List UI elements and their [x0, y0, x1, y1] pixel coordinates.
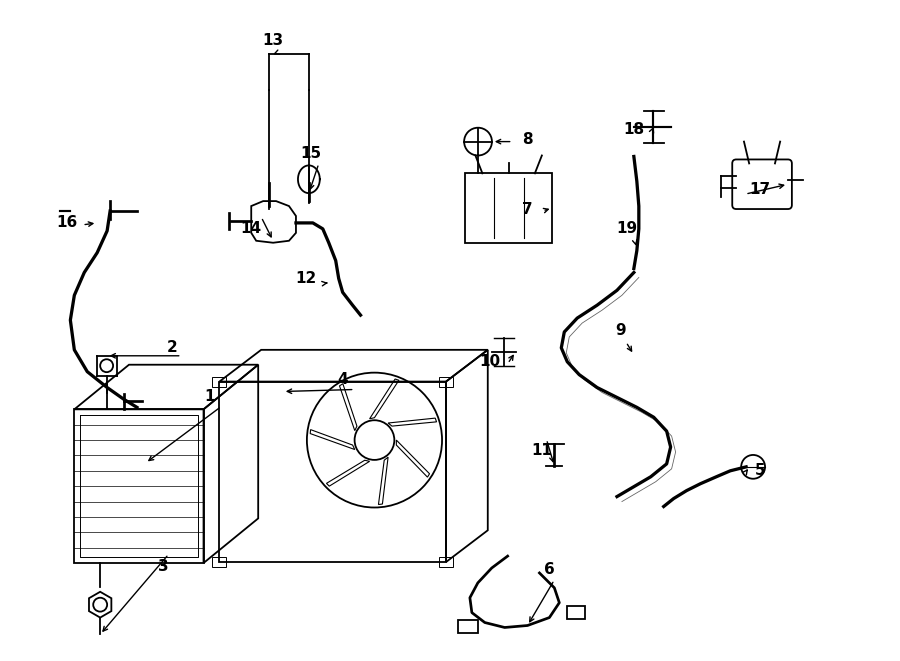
Text: 6: 6: [544, 563, 554, 578]
Bar: [458, 619, 478, 633]
Text: 19: 19: [616, 221, 637, 237]
Text: 4: 4: [338, 372, 348, 387]
Text: 1: 1: [204, 389, 215, 404]
Bar: [212, 377, 227, 387]
Text: 12: 12: [295, 271, 317, 286]
Text: 18: 18: [624, 122, 644, 137]
Text: 3: 3: [158, 559, 169, 574]
Text: 2: 2: [166, 340, 177, 356]
Bar: [439, 377, 453, 387]
Bar: [567, 605, 585, 619]
Text: 17: 17: [750, 182, 770, 197]
Text: 10: 10: [479, 354, 500, 369]
Text: 14: 14: [240, 221, 262, 237]
Text: 15: 15: [301, 146, 321, 161]
Text: 5: 5: [755, 463, 765, 479]
Text: 11: 11: [531, 444, 552, 459]
Bar: [212, 557, 227, 567]
Text: 7: 7: [522, 202, 533, 217]
Bar: [439, 557, 453, 567]
Text: 13: 13: [263, 33, 284, 48]
Text: 9: 9: [616, 323, 626, 338]
Text: 8: 8: [522, 132, 533, 147]
Text: 16: 16: [57, 215, 78, 231]
